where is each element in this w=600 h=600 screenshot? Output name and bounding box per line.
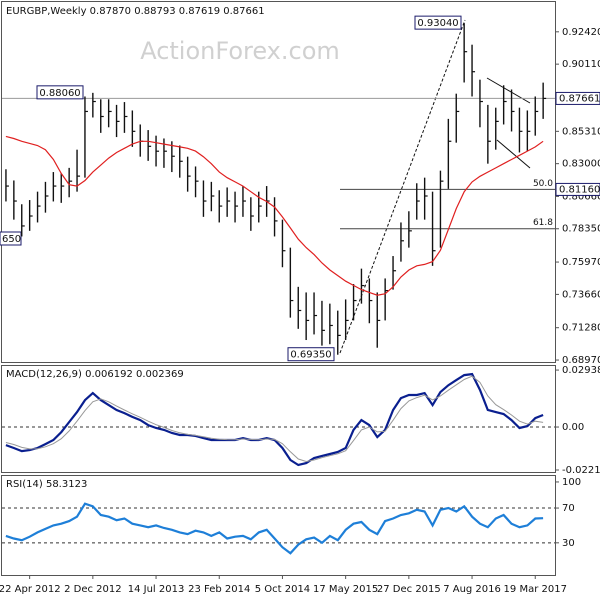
line [5,372,544,467]
line [5,502,544,555]
x-tick-label: 19 Mar 2017 [504,584,567,595]
x-tick-label: 7 Aug 2016 [443,584,501,595]
macd-title: MACD(12,26,9) 0.006192 0.002369 [6,369,184,380]
rsi-panel [1,475,556,576]
x-tick-label: 27 Dec 2015 [377,584,441,595]
price-panel [1,1,556,363]
y-tick-label: 0.80660 [562,191,600,202]
level-label: 0.81160 [559,184,600,195]
note-box [0,231,22,246]
rsi-title: RSI(14) 58.3123 [6,479,87,490]
macd-panel [1,365,556,473]
y-tick-label: 0.90110 [562,59,600,70]
y-tick-label: 0.029387 [562,365,600,376]
x-tick-label: 5 Oct 2014 [255,584,310,595]
watermark: ActionForex.com [140,37,340,65]
note-label: 650 [2,234,21,245]
y-tick-label: -0.022161 [562,465,600,476]
current-label: 0.87661 [559,93,600,104]
y-tick-label: 0.73660 [562,289,600,300]
y-tick-label: 70 [562,503,575,514]
y-tick-label: 0.71280 [562,323,600,334]
channel-line [496,139,531,169]
price-box [414,15,462,30]
y-tick-label: 0.83000 [562,159,600,170]
fib-label: 61.8 [533,218,553,228]
y-tick-label: 100 [562,477,581,488]
price-label: 0.93040 [417,18,458,29]
y-tick-label: 0.00 [562,422,584,433]
y-tick-label: 30 [562,538,575,549]
y-tick-label: 0.92420 [562,27,600,38]
price-box [287,347,335,362]
line [5,135,544,296]
price-box [36,85,84,100]
price-label: 0.88060 [39,88,80,99]
line [5,375,544,463]
trend-line [339,19,466,354]
y-tick-label: 0.78350 [562,224,600,235]
x-tick-label: 2 Dec 2012 [64,584,122,595]
current-box [555,91,600,105]
y-tick-label: 0.85310 [562,126,600,137]
x-tick-label: 22 Apr 2012 [0,584,61,595]
x-tick-label: 14 Jul 2013 [128,584,185,595]
level-box [555,182,600,196]
chart-title: EURGBP,Weekly 0.87870 0.88793 0.87619 0.… [6,6,265,17]
y-tick-label: 0.75970 [562,257,600,268]
y-tick-label: 0.68970 [562,355,600,366]
x-tick-label: 17 May 2015 [313,584,378,595]
price-label: 0.69350 [290,350,331,361]
fib-label: 50.0 [533,179,553,189]
x-tick-label: 23 Feb 2014 [188,584,250,595]
